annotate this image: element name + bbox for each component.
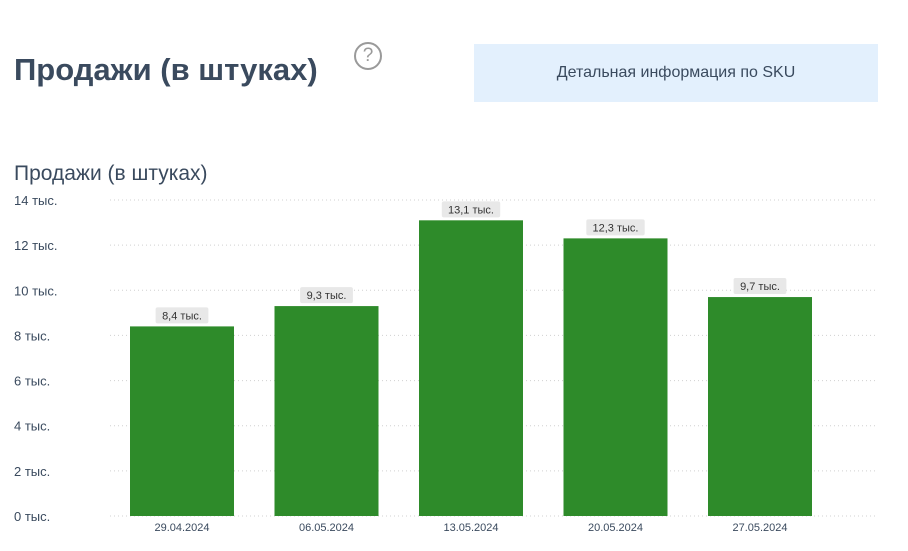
sku-details-button[interactable]: Детальная информация по SKU [474,44,878,102]
x-tick-label: 20.05.2024 [588,522,643,534]
bar [274,306,379,516]
y-tick-label: 6 тыс. [14,374,50,389]
data-label-bg [733,278,787,295]
bar [563,238,668,516]
y-tick-label: 0 тыс. [14,509,50,524]
data-label-bg [586,219,645,236]
bar [419,220,523,517]
y-tick-label: 8 тыс. [14,328,50,343]
question-circle-icon[interactable]: ? [354,42,382,70]
bar [130,326,234,516]
y-tick-label: 10 тыс. [14,283,57,298]
y-tick-label: 12 тыс. [14,238,57,253]
chart-title: Продажи (в штуках) [14,162,208,185]
x-tick-label: 13.05.2024 [443,522,498,534]
page-title: Продажи (в штуках) [14,52,318,87]
data-label: 12,3 тыс. [593,222,639,234]
y-tick-label: 14 тыс. [14,193,57,208]
bar [708,297,812,516]
y-tick-label: 4 тыс. [14,419,50,434]
data-label: 8,4 тыс. [162,310,202,322]
data-label-bg [441,201,501,218]
x-tick-label: 27.05.2024 [732,522,787,534]
y-tick-label: 2 тыс. [14,464,50,479]
data-label: 9,3 тыс. [307,290,347,302]
data-label-bg [155,307,209,324]
x-tick-label: 06.05.2024 [299,522,354,534]
data-label: 13,1 тыс. [448,204,494,216]
data-label: 9,7 тыс. [740,281,780,293]
data-label-bg [300,287,353,304]
x-tick-label: 29.04.2024 [154,522,209,534]
